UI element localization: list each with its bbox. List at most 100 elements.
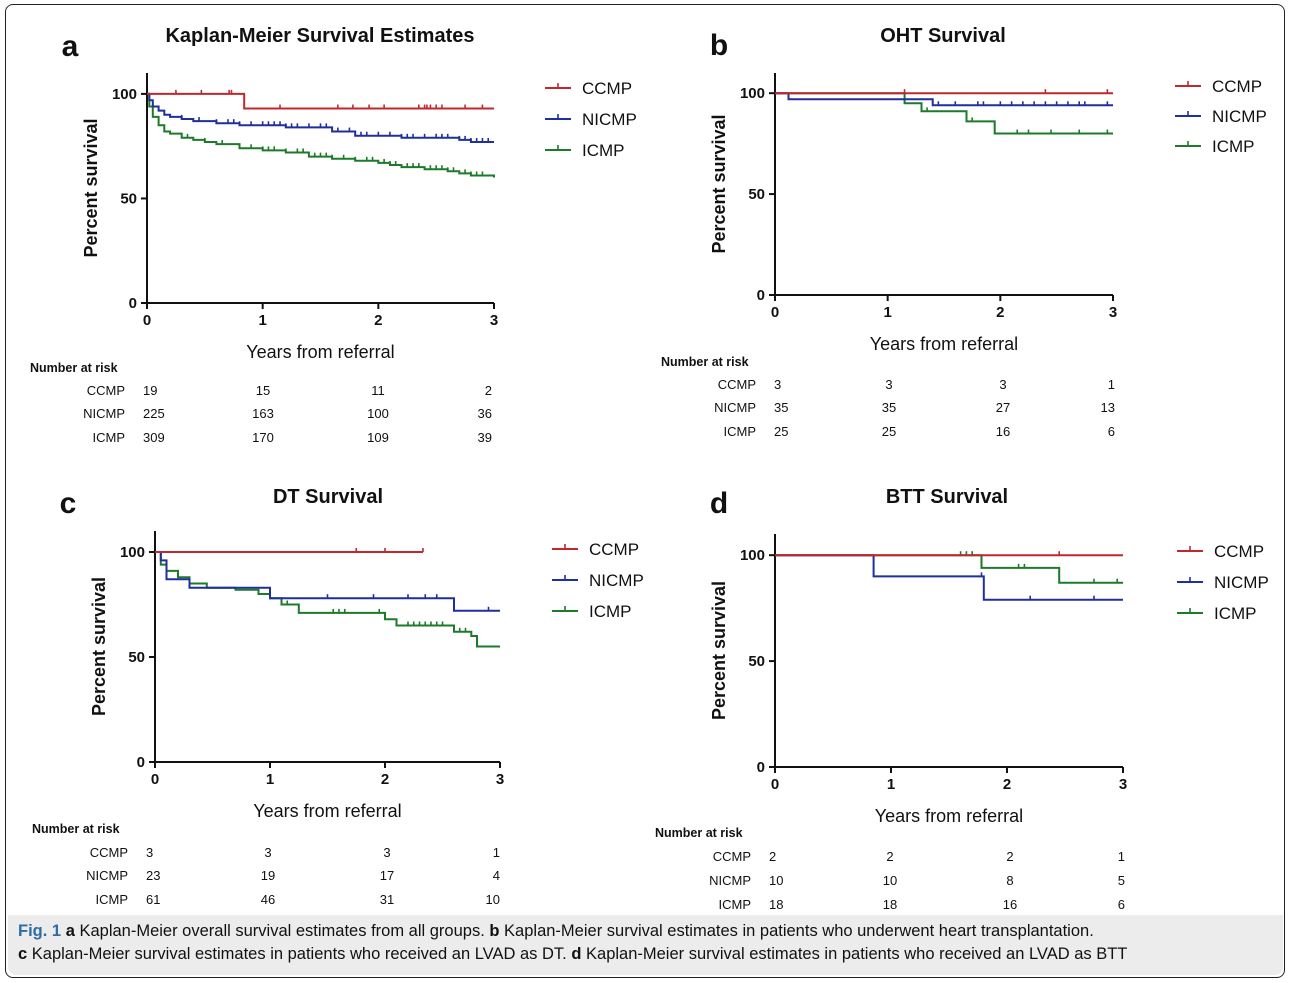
chart-panel-b: b OHT Survival 0 1 2 3 0 50 100 Years from referr… [661,25,1267,439]
legend-label-icmp: ICMP [589,602,632,621]
legend-label-ccmp: CCMP [582,79,632,98]
risk-value: 3 [383,845,390,860]
risk-value: 15 [256,383,270,398]
risk-value: 16 [1003,897,1017,912]
risk-value: 19 [261,868,275,883]
caption-part-d: d Kaplan-Meier survival estimates in pat… [571,945,1127,963]
risk-value: 3 [774,377,781,392]
risk-value: 225 [143,406,165,421]
series-line-nicmp [775,92,1113,107]
risk-value: 11 [371,383,385,398]
risk-value: 3 [885,377,892,392]
risk-row-label: ICMP [93,430,126,445]
risk-value: 8 [1006,873,1013,888]
legend-label-ccmp: CCMP [589,540,639,559]
risk-value: 27 [996,400,1010,415]
risk-value: 6 [1108,424,1115,439]
risk-value: 10 [883,873,897,888]
x-tick-label: 1 [883,304,891,321]
risk-value: 4 [493,868,500,883]
risk-value: 18 [769,897,783,912]
risk-value: 36 [478,406,492,421]
chart-panel-a: a Kaplan-Meier Survival Estimates 0 1 2 3 0 50 1… [30,25,637,445]
risk-table-header: Number at risk [661,355,749,369]
figure-caption: Fig. 1 a Kaplan-Meier overall survival e… [18,920,1278,966]
y-tick-label: 0 [757,287,765,304]
panel-letter: c [60,487,77,520]
x-tick-label: 2 [1003,776,1011,793]
risk-value: 19 [143,383,157,398]
panel-letter: d [710,487,728,520]
figure-frame [5,4,1285,978]
series-line-icmp [775,554,1123,584]
caption-text-b: Kaplan-Meier survival estimates in patie… [499,922,1094,940]
x-axis-label: Years from referral [870,334,1018,354]
caption-text-d: Kaplan-Meier survival estimates in patie… [581,945,1128,963]
x-tick-label: 0 [771,776,779,793]
risk-value: 39 [478,430,492,445]
x-tick-label: 3 [1109,304,1117,321]
x-tick-label: 2 [381,771,389,788]
legend-label-nicmp: NICMP [1214,573,1269,592]
risk-row-label: NICMP [714,400,756,415]
y-axis-label: Percent survival [89,577,109,716]
panel-letter: a [62,30,79,63]
risk-row-label: CCMP [90,845,128,860]
risk-value: 25 [882,424,896,439]
caption-text-c: Kaplan-Meier survival estimates in patie… [27,945,572,963]
risk-value: 1 [1118,849,1125,864]
risk-row-label: ICMP [719,897,752,912]
legend-label-nicmp: NICMP [1212,107,1267,126]
risk-value: 61 [146,892,160,907]
risk-value: 25 [774,424,788,439]
x-tick-label: 3 [496,771,504,788]
risk-table-header: Number at risk [32,822,120,836]
risk-row-label: CCMP [718,377,756,392]
x-tick-label: 2 [374,312,382,329]
y-tick-label: 100 [112,86,137,103]
risk-value: 1 [1108,377,1115,392]
caption-letter-b: b [489,922,500,940]
x-axis-label: Years from referral [246,342,394,362]
risk-value: 2 [886,849,893,864]
risk-value: 309 [143,430,165,445]
series-line-nicmp [775,554,1123,601]
risk-row-label: NICMP [83,406,125,421]
y-axis-label: Percent survival [81,118,101,257]
risk-value: 35 [774,400,788,415]
legend-label-icmp: ICMP [582,141,625,160]
legend-label-ccmp: CCMP [1212,77,1262,96]
y-tick-label: 0 [757,759,765,776]
risk-row-label: ICMP [96,892,129,907]
chart-title: Kaplan-Meier Survival Estimates [165,25,474,47]
y-tick-label: 50 [748,186,765,203]
risk-row-label: CCMP [713,849,751,864]
caption-text-a: Kaplan-Meier overall survival estimates … [74,922,490,940]
series-line-nicmp [155,551,500,612]
x-tick-label: 3 [490,312,498,329]
y-axis-label: Percent survival [709,581,729,720]
caption-letter-a: a [65,922,75,940]
risk-value: 46 [261,892,275,907]
risk-value: 13 [1101,400,1115,415]
caption-part-a: a Kaplan-Meier overall survival estimate… [66,922,490,940]
chart-title: BTT Survival [886,486,1008,508]
x-tick-label: 0 [771,304,779,321]
caption-background [8,915,1283,975]
x-axis-label: Years from referral [253,801,401,821]
y-tick-label: 100 [740,85,765,102]
caption-fig-label: Fig. 1 [18,922,62,940]
risk-value: 31 [380,892,394,907]
x-tick-label: 0 [151,771,159,788]
y-tick-label: 100 [740,547,765,564]
y-tick-label: 50 [128,649,145,666]
y-tick-label: 50 [120,190,137,207]
risk-value: 35 [882,400,896,415]
risk-value: 109 [367,430,389,445]
risk-value: 16 [996,424,1010,439]
x-axis-label: Years from referral [875,806,1023,826]
risk-value: 5 [1118,873,1125,888]
risk-value: 2 [769,849,776,864]
